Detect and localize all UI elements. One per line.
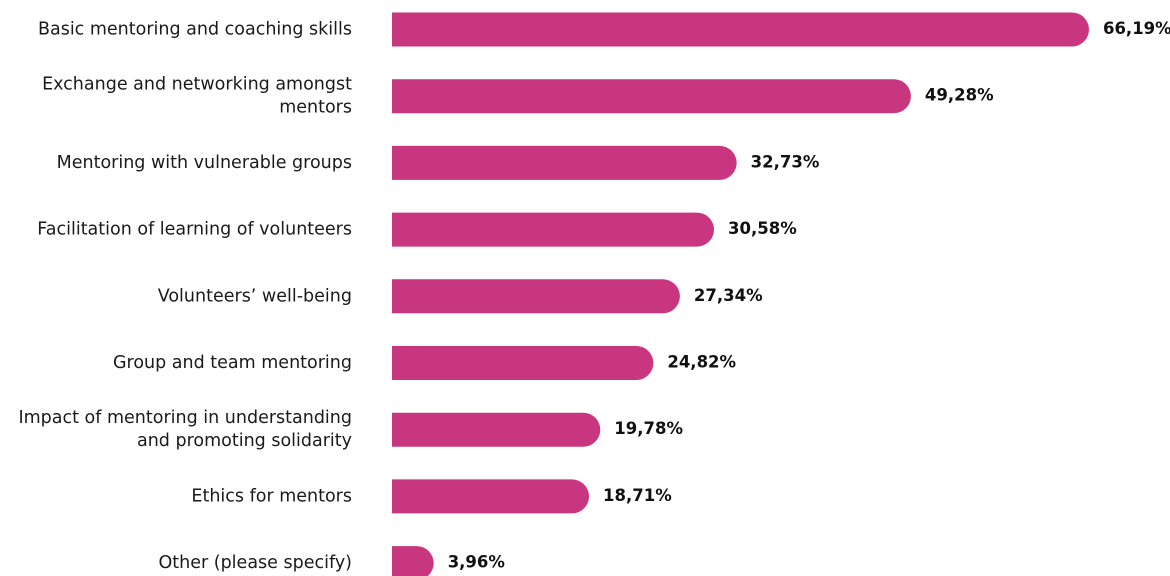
bar-2 — [392, 145, 737, 180]
value-label-6: 19,78% — [614, 419, 683, 438]
category-label-3: Facilitation of learning of volunteers — [37, 220, 352, 240]
value-label-2: 32,73% — [751, 152, 820, 171]
bars-layer — [392, 12, 1089, 576]
bar-7 — [392, 479, 590, 514]
value-label-1: 49,28% — [925, 86, 994, 105]
value-label-7: 18,71% — [603, 486, 672, 505]
bar-5 — [392, 346, 654, 380]
category-labels: Basic mentoring and coaching skills Excha… — [18, 20, 352, 574]
bar-0 — [392, 12, 1089, 47]
value-label-5: 24,82% — [667, 353, 736, 372]
category-label-0: Basic mentoring and coaching skills — [38, 20, 352, 40]
category-label-5: Group and team mentoring — [113, 353, 352, 373]
bar-8 — [392, 546, 434, 576]
bar-4 — [392, 279, 680, 314]
category-label-2: Mentoring with vulnerable groups — [57, 153, 352, 173]
category-label-8: Other (please specify) — [159, 553, 353, 573]
category-label-1: Exchange and networking amongst mentors — [42, 75, 352, 118]
value-label-3: 30,58% — [728, 219, 797, 238]
value-label-4: 27,34% — [694, 286, 763, 305]
bar-6 — [392, 412, 601, 447]
category-label-6: Impact of mentoring in understanding and … — [18, 408, 352, 451]
value-labels: 66,19% 49,28% 32,73% 30,58% 27,34% 24,82% 19,7… — [448, 19, 1170, 572]
bar-3 — [392, 212, 715, 247]
value-label-0: 66,19% — [1103, 19, 1170, 38]
category-label-7: Ethics for mentors — [191, 486, 352, 506]
value-label-8: 3,96% — [448, 553, 506, 572]
bar-1 — [392, 79, 911, 114]
category-label-4: Volunteers’ well-being — [158, 286, 352, 306]
